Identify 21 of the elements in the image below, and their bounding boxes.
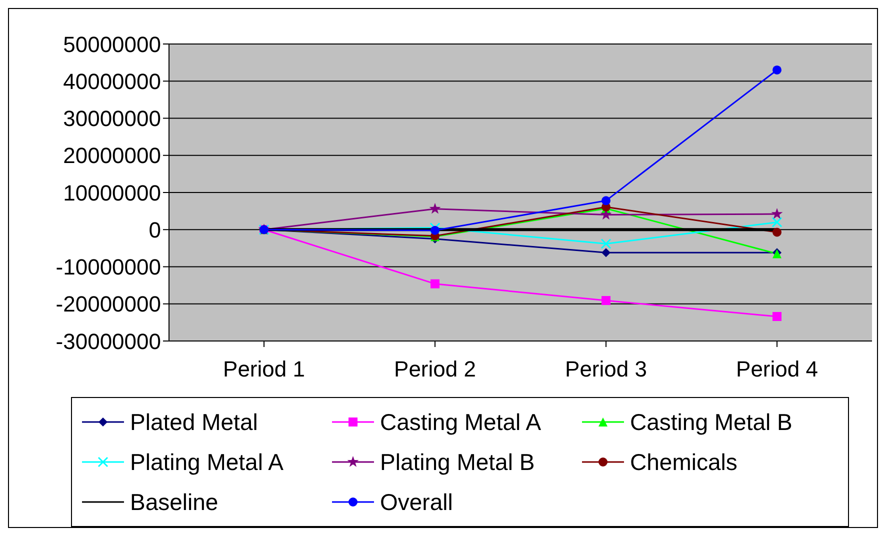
y-tick-label: 10000000 [63, 180, 161, 206]
legend-label: Chemicals [630, 448, 738, 476]
y-tick-label: 50000000 [63, 32, 161, 57]
y-tick-label: 30000000 [63, 106, 161, 132]
x-tick-label: Period 3 [565, 356, 647, 382]
legend-label: Plating Metal B [380, 448, 535, 476]
x-tick-label: Period 2 [394, 356, 476, 382]
y-tick-label: -30000000 [56, 328, 161, 354]
y-tick-label: 20000000 [63, 143, 161, 168]
y-tick-label: 0 [148, 217, 161, 242]
legend-label: Casting Metal B [630, 408, 792, 436]
x-tick-label: Period 1 [223, 356, 305, 382]
y-tick-label: 40000000 [63, 68, 161, 94]
y-tick-label: -10000000 [56, 254, 161, 280]
legend-label: Plating Metal A [130, 448, 284, 476]
legend-label: Plated Metal [130, 408, 258, 436]
legend-label: Overall [380, 488, 453, 516]
legend-label: Casting Metal A [380, 408, 542, 436]
y-tick-label: -20000000 [56, 292, 161, 317]
legend-label: Baseline [130, 488, 218, 516]
x-tick-label: Period 4 [736, 356, 818, 382]
